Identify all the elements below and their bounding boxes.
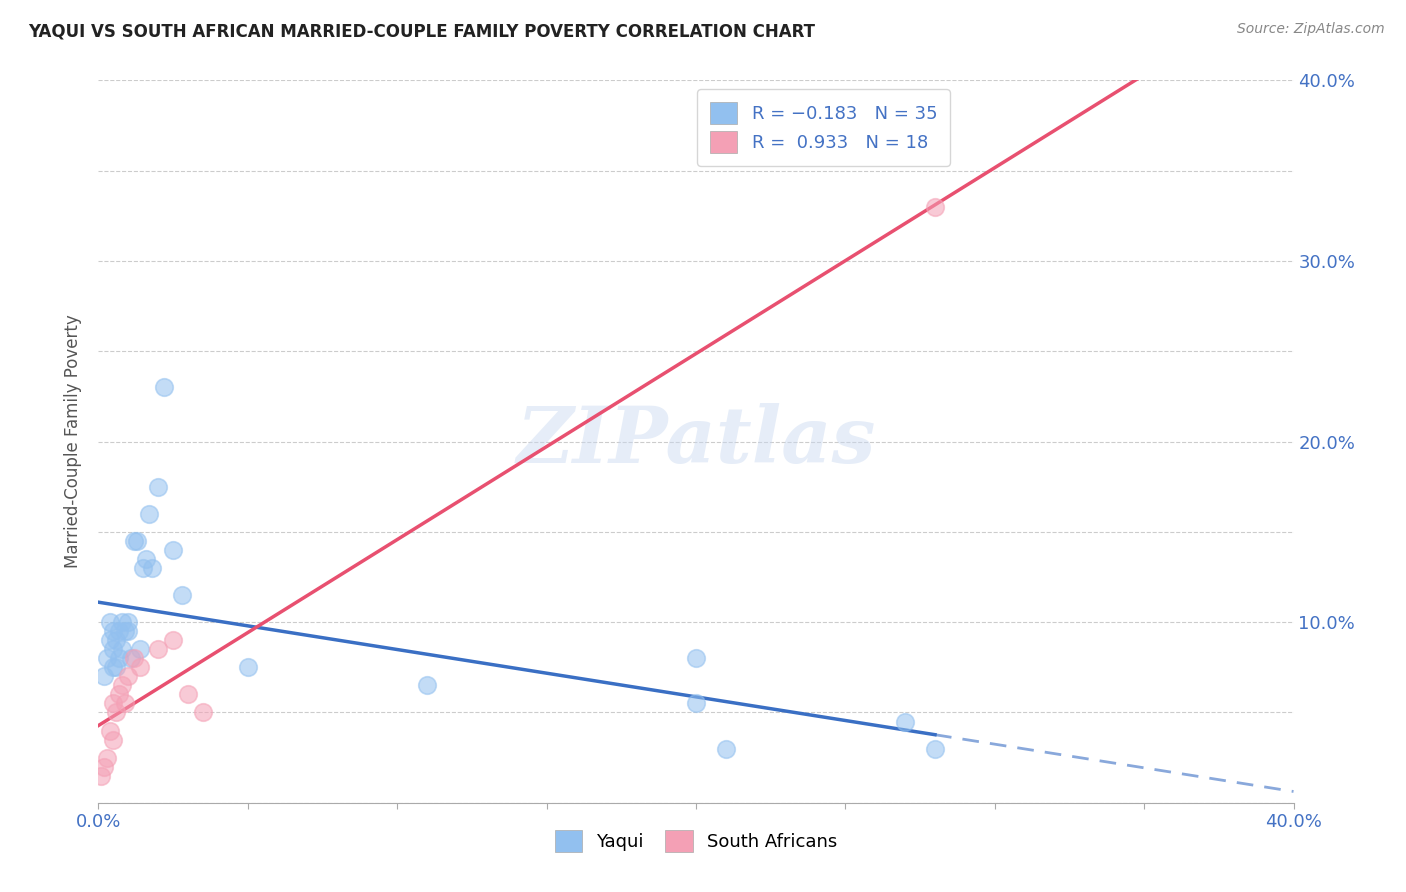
Point xyxy=(111,642,134,657)
Point xyxy=(114,624,136,639)
Point xyxy=(93,669,115,683)
Point xyxy=(129,660,152,674)
Point xyxy=(162,542,184,557)
Text: ZIPatlas: ZIPatlas xyxy=(516,403,876,480)
Point xyxy=(191,706,214,720)
Point xyxy=(127,533,149,548)
Text: YAQUI VS SOUTH AFRICAN MARRIED-COUPLE FAMILY POVERTY CORRELATION CHART: YAQUI VS SOUTH AFRICAN MARRIED-COUPLE FA… xyxy=(28,22,815,40)
Legend: Yaqui, South Africans: Yaqui, South Africans xyxy=(547,822,845,859)
Y-axis label: Married-Couple Family Poverty: Married-Couple Family Poverty xyxy=(65,315,83,568)
Point xyxy=(138,507,160,521)
Point xyxy=(117,615,139,630)
Point xyxy=(103,697,125,711)
Point xyxy=(98,615,122,630)
Point xyxy=(132,561,155,575)
Point xyxy=(162,633,184,648)
Point xyxy=(141,561,163,575)
Point xyxy=(103,732,125,747)
Point xyxy=(416,678,439,692)
Point xyxy=(685,697,707,711)
Point xyxy=(236,660,259,674)
Point xyxy=(714,741,737,756)
Point xyxy=(148,480,170,494)
Point xyxy=(153,380,176,394)
Point xyxy=(685,651,707,665)
Point xyxy=(111,678,134,692)
Point xyxy=(90,769,112,783)
Point xyxy=(108,651,131,665)
Point xyxy=(111,615,134,630)
Point xyxy=(924,741,946,756)
Point xyxy=(103,642,125,657)
Point xyxy=(120,651,142,665)
Point xyxy=(117,624,139,639)
Point xyxy=(124,533,146,548)
Point xyxy=(148,642,170,657)
Point xyxy=(96,750,118,764)
Point xyxy=(105,706,128,720)
Point xyxy=(924,200,946,214)
Point xyxy=(93,760,115,774)
Point xyxy=(177,687,200,701)
Point xyxy=(105,660,128,674)
Point xyxy=(96,651,118,665)
Point xyxy=(172,588,194,602)
Point xyxy=(114,697,136,711)
Point xyxy=(98,723,122,738)
Point xyxy=(124,651,146,665)
Point xyxy=(105,633,128,648)
Point xyxy=(103,624,125,639)
Point xyxy=(98,633,122,648)
Point xyxy=(103,660,125,674)
Point xyxy=(129,642,152,657)
Text: Source: ZipAtlas.com: Source: ZipAtlas.com xyxy=(1237,22,1385,37)
Point xyxy=(108,624,131,639)
Point xyxy=(135,552,157,566)
Point xyxy=(108,687,131,701)
Point xyxy=(117,669,139,683)
Point xyxy=(894,714,917,729)
